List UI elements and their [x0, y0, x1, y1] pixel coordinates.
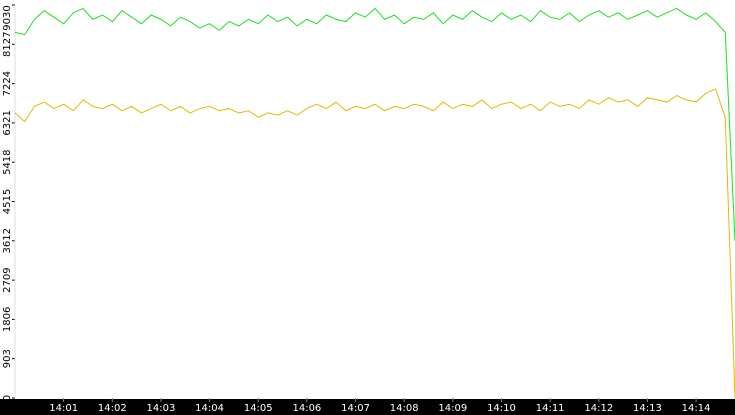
x-tick-label: 14:07 [341, 403, 370, 414]
y-tick-label: 8127 [2, 32, 13, 57]
y-tick-label: 2709 [2, 267, 13, 292]
series-line [14, 88, 735, 399]
y-tick-label: 9030 [2, 5, 13, 30]
y-tick-label: 3612 [2, 228, 13, 253]
x-tick-label: 14:02 [98, 403, 127, 414]
x-tick-label: 14:01 [49, 403, 78, 414]
y-tick-label: 0 [2, 395, 13, 401]
y-tick-label: 6321 [2, 110, 13, 135]
x-axis-bar [0, 399, 735, 415]
x-tick-label: 14:11 [536, 403, 565, 414]
series-line [14, 7, 735, 241]
x-tick-label: 14:06 [292, 403, 321, 414]
y-tick-label: 7224 [2, 71, 13, 96]
x-tick-label: 14:12 [584, 403, 613, 414]
y-tick-label: 5418 [2, 149, 13, 174]
x-tick-label: 14:09 [438, 403, 467, 414]
x-tick-label: 14:04 [195, 403, 224, 414]
x-tick-label: 14:05 [244, 403, 273, 414]
x-tick-label: 14:08 [390, 403, 419, 414]
x-tick-label: 14:10 [487, 403, 516, 414]
x-tick-label: 14:14 [682, 403, 711, 414]
x-tick-label: 14:03 [147, 403, 176, 414]
y-tick-label: 4515 [2, 189, 13, 214]
y-tick-label: 903 [2, 349, 13, 368]
y-tick-label: 1806 [2, 307, 13, 332]
x-tick-label: 14:13 [633, 403, 662, 414]
